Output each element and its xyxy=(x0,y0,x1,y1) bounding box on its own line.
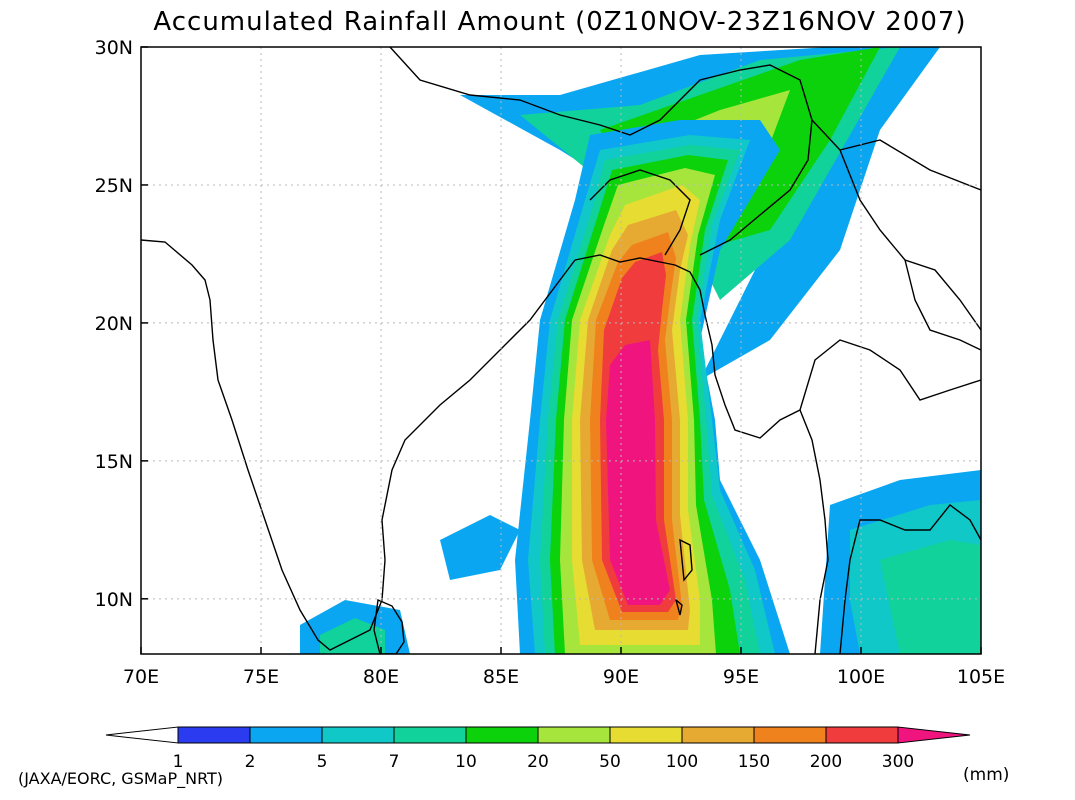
coastlines-and-borders xyxy=(141,47,981,654)
x-tick-label: 70E xyxy=(123,666,159,688)
colorbar: 1 2 5 7 10 20 50 100 150 200 300 xyxy=(105,726,971,772)
colorbar-label: 150 xyxy=(738,752,770,772)
sri-lanka xyxy=(373,598,405,654)
rain-se-teal xyxy=(880,540,981,654)
colorbar-label: 5 xyxy=(317,752,328,772)
colorbar-label: 300 xyxy=(882,752,914,772)
y-tick-label: 25N xyxy=(95,175,133,197)
x-tick-label: 75E xyxy=(243,666,279,688)
colorbar-swatch xyxy=(249,726,323,744)
rain-swath-magenta xyxy=(606,340,670,605)
graticule xyxy=(141,47,981,654)
bangladesh-border xyxy=(589,169,691,256)
rain-sl-teal xyxy=(320,618,385,654)
data-credit: (JAXA/EORC, GSMaP_NRT) xyxy=(18,769,223,789)
y-tick-label: 20N xyxy=(95,313,133,335)
colorbar-swatch xyxy=(321,726,395,744)
axis-ticks: 70E 75E 80E 85E 90E 95E 100E 105E 10N 15N 20N 25N 30… xyxy=(95,37,1006,688)
china-border xyxy=(839,139,981,191)
colorbar-swatch xyxy=(753,726,827,744)
colorbar-swatch xyxy=(609,726,683,744)
y-tick-label: 30N xyxy=(95,37,133,59)
colorbar-swatch xyxy=(681,726,755,744)
colorbar-label: 7 xyxy=(389,752,400,772)
x-tick-label: 95E xyxy=(723,666,759,688)
colorbar-swatch xyxy=(825,726,899,744)
rainfall-field xyxy=(141,47,981,654)
x-tick-label: 90E xyxy=(603,666,639,688)
colorbar-unit: (mm) xyxy=(963,765,1009,785)
x-tick-label: 85E xyxy=(483,666,519,688)
india-coastline xyxy=(141,239,576,651)
colorbar-label: 2 xyxy=(245,752,256,772)
andaman-islands xyxy=(679,538,693,582)
colorbar-swatch xyxy=(177,726,251,744)
thailand-coast xyxy=(839,504,981,654)
east-border xyxy=(904,259,981,351)
rain-bob-blue xyxy=(440,515,520,580)
y-tick-label: 15N xyxy=(95,451,133,473)
x-tick-label: 80E xyxy=(363,666,399,688)
thai-border xyxy=(799,339,981,411)
x-tick-label: 105E xyxy=(957,666,1005,688)
y-tick-label: 10N xyxy=(95,589,133,611)
colorbar-swatch xyxy=(537,726,611,744)
myanmar-coastline xyxy=(704,314,829,654)
northern-border xyxy=(389,47,813,256)
x-tick-label: 100E xyxy=(837,666,885,688)
colorbar-label: 50 xyxy=(599,752,621,772)
bengal-delta xyxy=(574,254,706,316)
colorbar-arrow-low xyxy=(105,726,179,744)
colorbar-label: 20 xyxy=(527,752,549,772)
colorbar-swatch xyxy=(465,726,539,744)
colorbar-label: 10 xyxy=(455,752,477,772)
nicobar-islands xyxy=(674,598,683,616)
colorbar-swatch xyxy=(393,726,467,744)
map-title: Accumulated Rainfall Amount (0Z10NOV-23Z… xyxy=(153,7,966,37)
map-frame xyxy=(140,46,982,655)
colorbar-label: 1 xyxy=(173,752,184,772)
colorbar-arrow-high xyxy=(897,726,971,744)
myanmar-thai-border xyxy=(811,119,981,331)
colorbar-label: 100 xyxy=(666,752,698,772)
colorbar-label: 200 xyxy=(810,752,842,772)
